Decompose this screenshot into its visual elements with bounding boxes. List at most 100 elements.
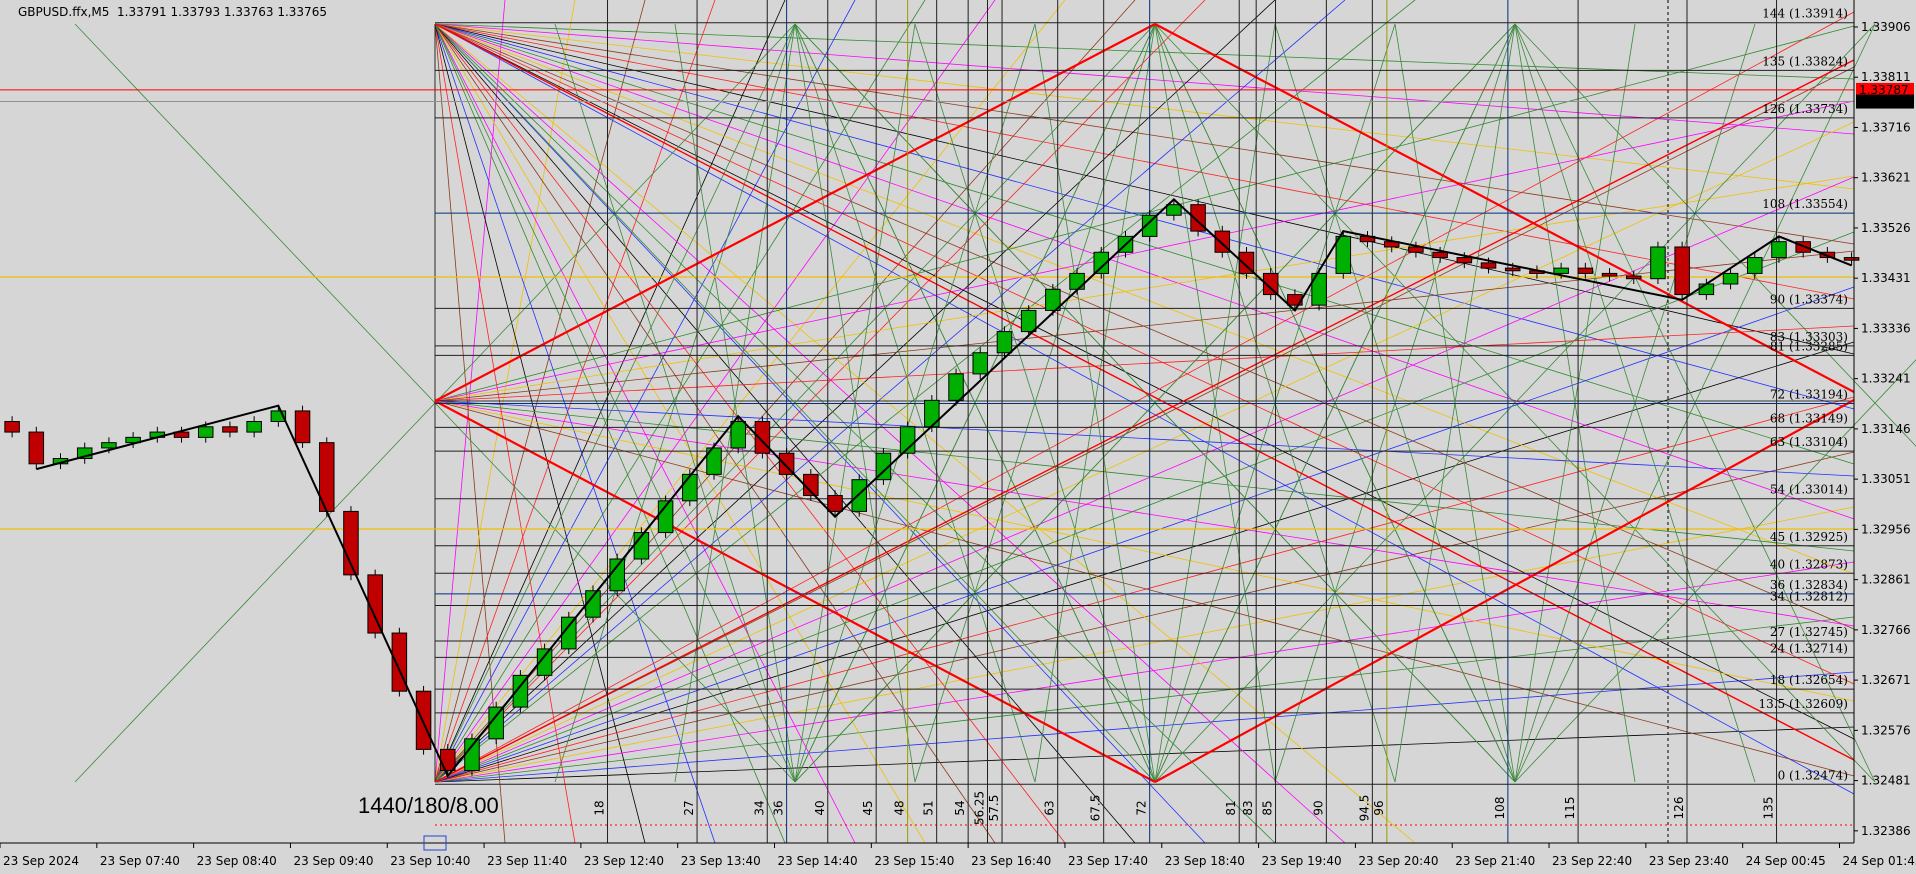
gann-line (1514, 23, 1756, 783)
time-level-label: 63 (1043, 800, 1057, 815)
gann-line (434, 23, 996, 844)
gann-line (434, 250, 1855, 402)
gann-line (434, 0, 1416, 783)
candle-body (1480, 262, 1497, 269)
gann-line (1034, 23, 1156, 783)
gann-line (794, 23, 1036, 783)
gann-drawings (0, 0, 1916, 844)
candle-body (294, 410, 311, 444)
candle-body (464, 738, 480, 772)
gann-line (434, 23, 1855, 575)
gann-line (434, 400, 1156, 783)
price-level-label: 18 (1.32654) (1770, 673, 1848, 687)
time-level-label: 67.5 (1089, 795, 1103, 822)
candle-body (827, 495, 843, 512)
x-tick-label: 24 Sep 01:45 (1842, 854, 1916, 868)
gann-line (434, 23, 1066, 844)
candle-body (851, 479, 867, 512)
gann-line (434, 0, 1206, 783)
x-tick-label: 23 Sep 07:40 (100, 854, 180, 868)
candle-body (1141, 214, 1158, 237)
y-tick-label: 1.33811 (1861, 70, 1911, 84)
gann-line (434, 325, 1855, 402)
price-level-label: 40 (1.32873) (1770, 557, 1848, 571)
price-level-label: 36 (1.32834) (1770, 578, 1848, 592)
gann-line (434, 66, 1855, 783)
gann-line (434, 23, 1136, 844)
x-tick-label: 23 Sep 11:40 (487, 854, 567, 868)
gann-line (1514, 23, 1876, 783)
candle-body (488, 706, 504, 740)
candle-body (197, 426, 214, 438)
candle-body (246, 421, 262, 433)
y-tick-label: 1.33051 (1861, 472, 1911, 486)
x-tick-label: 23 Sep 16:40 (971, 854, 1051, 868)
gann-line (1274, 23, 1516, 783)
candle-body (1262, 272, 1279, 296)
price-level-label: 83 (1.33303) (1770, 330, 1848, 344)
candle-body (536, 648, 553, 676)
price-level-label: 108 (1.33554) (1762, 197, 1848, 211)
annotation: 1440/180/8.00 (358, 793, 499, 818)
price-level-label: 54 (1.33014) (1770, 483, 1848, 497)
gann-line (434, 400, 1855, 552)
gann-line (1154, 23, 1276, 783)
gann-line (434, 23, 1855, 135)
y-tick-label: 1.33716 (1861, 120, 1911, 134)
candle-body (222, 426, 238, 433)
y-tick-label: 1.33621 (1861, 171, 1911, 185)
x-tick-label: 23 Sep 19:40 (1262, 854, 1342, 868)
gann-line (434, 23, 1855, 245)
time-level-label: 57.5 (987, 795, 1001, 822)
x-tick-label: 23 Sep 14:40 (778, 854, 858, 868)
candle-body (1020, 309, 1037, 333)
candle-body (415, 690, 432, 750)
candle-body (1577, 267, 1594, 274)
gann-line (434, 0, 716, 783)
gann-line (1154, 23, 1855, 393)
x-tick-label: 23 Sep 21:40 (1455, 854, 1535, 868)
time-level-label: 72 (1135, 800, 1149, 815)
price-level-label: 24 (1.32714) (1770, 641, 1848, 655)
gann-line (434, 23, 856, 844)
gann-line (434, 616, 1855, 783)
gann-line (434, 23, 646, 844)
candle-body (1408, 246, 1424, 253)
gann-line (914, 23, 1156, 783)
time-level-label: 36 (772, 800, 786, 815)
candle-body (1456, 257, 1473, 264)
y-tick-label: 1.32386 (1861, 824, 1911, 838)
x-tick-label: 23 Sep 10:40 (390, 854, 470, 868)
time-level-label: 34 (752, 800, 766, 815)
time-level-label: 96 (1372, 800, 1386, 815)
y-tick-label: 1.33526 (1861, 221, 1911, 235)
gann-line (434, 23, 1855, 190)
candle-body (1093, 251, 1110, 274)
gann-line (434, 23, 1855, 520)
price-tag (1856, 82, 1914, 97)
gann-line (434, 0, 646, 783)
gann-line (794, 23, 916, 783)
gann-line (434, 23, 1855, 761)
gann-line (1154, 23, 1876, 783)
candle-body (101, 442, 117, 449)
candle-body (76, 447, 93, 460)
gann-line (794, 23, 1156, 783)
gann-line (434, 23, 1855, 80)
gann-line (1154, 23, 1516, 783)
time-level-label: 18 (593, 800, 607, 815)
gann-line (434, 23, 1855, 685)
x-tick-label: 23 Sep 18:40 (1165, 854, 1245, 868)
candle-body (609, 558, 625, 592)
time-level-label: 94.5 (1357, 795, 1371, 822)
candle-body (125, 436, 141, 444)
candle-body (1311, 272, 1327, 306)
candle-body (561, 616, 577, 650)
gann-line (434, 11, 1855, 783)
gann-line (434, 23, 1855, 300)
y-tick-label: 1.32481 (1861, 774, 1911, 788)
y-tick-label: 1.33241 (1861, 372, 1911, 386)
gann-line (1394, 23, 1516, 783)
